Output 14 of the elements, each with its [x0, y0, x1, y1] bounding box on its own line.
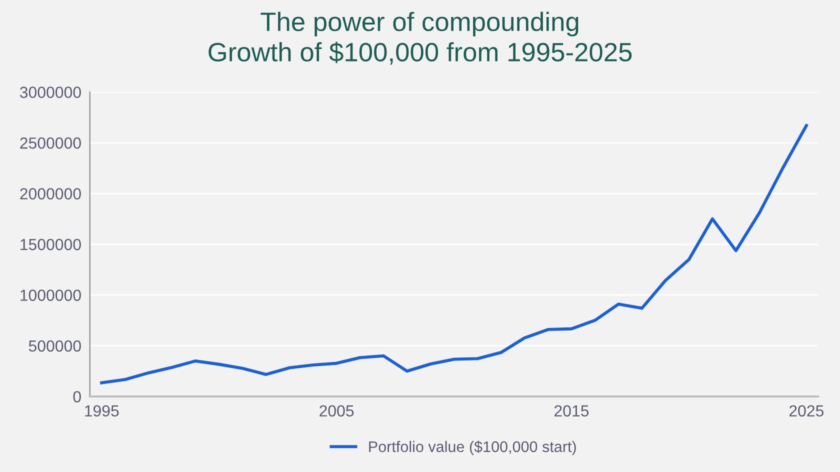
- x-tick-label: 1995: [85, 405, 119, 417]
- y-tick-label: 2000000: [20, 188, 81, 200]
- y-tick-label: 500000: [28, 340, 81, 352]
- y-tick-label: 0: [73, 391, 81, 402]
- y-tick-label: 3000000: [20, 86, 81, 98]
- x-tick-label: 2005: [320, 405, 354, 417]
- y-tick-label: 2500000: [20, 137, 81, 149]
- x-tick-label: 2015: [554, 405, 589, 417]
- chart-title: The power of compounding Growth of $100,000 from 1995-2025: [208, 12, 632, 65]
- x-tick-label: 2025: [789, 405, 824, 417]
- line-series: [100, 124, 808, 384]
- y-tick-label: 1000000: [20, 290, 81, 301]
- legend-label: Portfolio value ($100,000 start): [369, 440, 576, 456]
- y-tick-label: 1500000: [20, 238, 81, 250]
